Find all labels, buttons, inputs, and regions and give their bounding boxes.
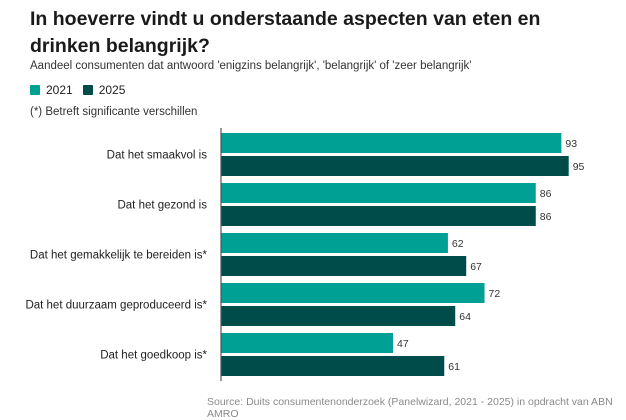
- bar-2021: [221, 133, 562, 153]
- chart-note: (*) Betreft significante verschillen: [30, 106, 198, 118]
- category-label: Dat het goedkoop is*: [100, 350, 207, 362]
- chart-subtitle: Aandeel consumenten dat antwoord 'enigzi…: [30, 60, 472, 72]
- legend-label-2025: 2025: [98, 83, 126, 97]
- data-label-2021: 62: [452, 238, 464, 250]
- bar-2025: [221, 156, 569, 176]
- data-label-2025: 61: [448, 361, 460, 373]
- data-label-2021: 72: [489, 288, 501, 300]
- data-label-2025: 86: [540, 211, 552, 223]
- legend-label-2021: 2021: [46, 83, 73, 97]
- bar-2021: [221, 333, 394, 353]
- category-label: Dat het smaakvol is: [107, 150, 208, 162]
- data-label-2025: 64: [459, 311, 471, 323]
- data-label-2025: 95: [573, 161, 585, 173]
- source-text: Source: Duits consumentenonderzoek (Pane…: [207, 396, 613, 420]
- bar-2021: [221, 183, 536, 203]
- legend-swatch-2025: [82, 85, 93, 95]
- data-label-2021: 86: [540, 188, 552, 200]
- bar-2021: [221, 233, 448, 253]
- data-label-2025: 67: [470, 261, 482, 273]
- chart-title: In hoeverre vindt u onderstaande aspecte…: [30, 8, 541, 57]
- bar-2025: [221, 256, 467, 276]
- legend: 2021 2025: [30, 83, 125, 97]
- data-label-2021: 47: [397, 338, 409, 350]
- bar-2025: [221, 306, 456, 326]
- bar-2021: [221, 283, 485, 303]
- legend-swatch-2021: [30, 85, 40, 95]
- bar-2025: [221, 356, 445, 376]
- category-label: Dat het duurzaam geproduceerd is*: [25, 300, 207, 312]
- bar-2025: [221, 206, 536, 226]
- category-label: Dat het gemakkelijk te bereiden is*: [30, 250, 208, 262]
- data-label-2021: 93: [565, 138, 577, 150]
- category-label: Dat het gezond is: [117, 200, 207, 212]
